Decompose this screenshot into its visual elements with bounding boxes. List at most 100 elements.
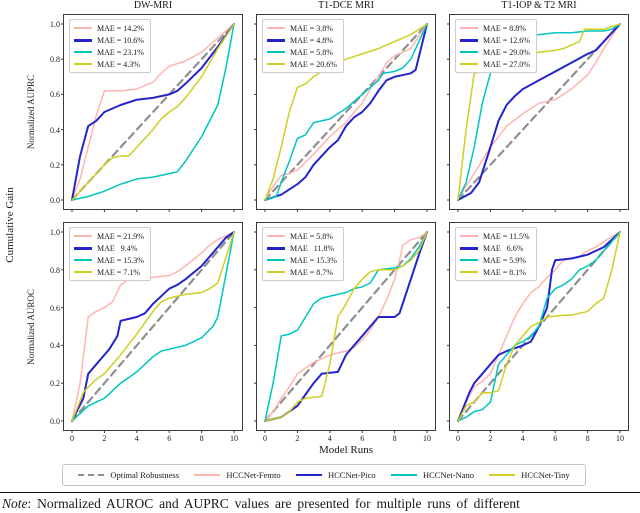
note-prefix: Note [2, 496, 28, 511]
auprc-dw-mri-curves [61, 22, 236, 212]
series-line-optimal-robustness [456, 22, 622, 202]
tiny-line-swatch [460, 63, 478, 65]
mae-value: MAE 9.4% [97, 243, 138, 253]
series-line-hccnet-femto [264, 23, 428, 201]
legend-entry-hccnet-femto: HCCNet-Femto [194, 470, 281, 480]
auroc-t1-dce-curves [254, 230, 429, 433]
y-tick-label: 1.0 [50, 228, 60, 237]
y-tick-label: 0.4 [50, 341, 60, 351]
mae-value: MAE = 8.8% [483, 23, 526, 33]
legend-entry-hccnet-pico: HCCNet-Pico [295, 470, 376, 480]
legend-entry-optimal-robustness: Optimal Robustness [78, 470, 179, 480]
x-tick-label: 0 [263, 434, 267, 443]
mae-value: MAE = 8.7% [290, 267, 333, 277]
y-tick-label: 0.8 [50, 265, 60, 275]
series-line-hccnet-tiny [71, 23, 235, 201]
series-line-hccnet-tiny [71, 231, 235, 422]
legend-row: MAE = 7.1% [74, 266, 144, 278]
tiny-line-swatch [267, 271, 285, 273]
y-tick-label: 1.0 [50, 20, 60, 29]
legend-row: MAE 9.4% [74, 242, 144, 254]
x-tick-label: 4 [134, 434, 139, 443]
tiny-line-swatch [74, 63, 92, 65]
x-tick-label: 2 [102, 434, 107, 443]
mae-value: MAE = 21.9% [97, 231, 144, 241]
y-tick-label: 0.2 [50, 160, 60, 170]
shared-y-axis-label: Cumulative Gain [4, 187, 16, 263]
legend-row: MAE = 5.8% [267, 46, 337, 58]
x-axis-label: Model Runs [318, 444, 374, 456]
y-axis-label-auprc: Normalized AUPRC [26, 74, 36, 150]
mae-value: MAE = 10.6% [97, 35, 144, 45]
femto-line-swatch [460, 235, 478, 237]
note-text: : Normalized AUROC and AUPRC values are … [27, 496, 520, 511]
x-tick-label: 10 [616, 434, 624, 443]
dashed-line-icon [78, 474, 105, 476]
mae-value: MAE 11.8% [290, 243, 335, 253]
x-tick-label: 6 [553, 434, 558, 443]
mae-legend-auroc-t1-iop-t2: MAE = 11.5% MAE 6.6% MAE = 5.9% MAE = 8.… [455, 227, 537, 281]
pico-line-swatch [460, 246, 478, 250]
subplot-auprc-t1-iop-t2: MAE = 8.8% MAE = 12.6% MAE = 29.0% MAE =… [447, 14, 629, 212]
femto-line-swatch [74, 235, 92, 237]
series-line-hccnet-femto [457, 231, 621, 422]
series-line-optimal-robustness [70, 230, 236, 423]
nano-line-swatch [267, 51, 285, 53]
legend-label: HCCNet-Nano [422, 470, 474, 480]
auroc-dw-mri-curves [61, 230, 236, 433]
mae-value: MAE = 4.3% [97, 59, 140, 69]
series-line-hccnet-nano [457, 231, 621, 422]
column-title-dw-mri: DW-MRI [133, 0, 173, 11]
y-tick-label: 0.6 [50, 303, 60, 313]
x-tick-label: 8 [585, 434, 590, 443]
y-tick-label: 0.0 [50, 196, 60, 205]
legend-row: MAE = 12.6% [460, 34, 530, 46]
y-tick-label: 0.8 [50, 55, 60, 65]
mae-legend-auroc-dw-mri: MAE = 21.9% MAE 9.4% MAE = 15.3% MAE = 7… [69, 227, 151, 281]
legend-entry-hccnet-nano: HCCNet-Nano [390, 470, 474, 480]
x-tick-label: 8 [199, 434, 204, 443]
x-tick-label: 4 [520, 434, 525, 443]
series-line-hccnet-pico [71, 23, 235, 201]
series-line-hccnet-nano [264, 23, 428, 201]
legend-row: MAE = 27.0% [460, 58, 530, 70]
mae-value: MAE = 14.2% [97, 23, 144, 33]
mae-value: MAE = 5.9% [483, 255, 526, 265]
mae-value: MAE = 29.0% [483, 47, 530, 57]
nano-line-swatch [267, 259, 285, 261]
legend-row: MAE = 5.9% [460, 254, 530, 266]
legend-row: MAE = 20.6% [267, 58, 337, 70]
series-line-hccnet-pico [457, 23, 621, 201]
legend-label: HCCNet-Tiny [521, 470, 570, 480]
mae-value: MAE = 23.1% [97, 47, 144, 57]
mae-legend-auroc-t1-dce: MAE = 5.8% MAE 11.8% MAE = 15.3% MAE = 8… [262, 227, 344, 281]
series-line-hccnet-femto [71, 23, 235, 201]
legend-row: MAE = 23.1% [74, 46, 144, 58]
legend-entry-hccnet-tiny: HCCNet-Tiny [489, 470, 570, 480]
subplot-auroc-dw-mri: MAE = 21.9% MAE 9.4% MAE = 15.3% MAE = 7… [50, 222, 243, 443]
series-line-hccnet-pico [71, 231, 235, 422]
tiny-line-swatch [267, 63, 285, 65]
x-tick-label: 0 [70, 434, 74, 443]
x-tick-label: 8 [392, 434, 397, 443]
legend-row: MAE = 15.3% [74, 254, 144, 266]
femto-line-swatch [267, 235, 285, 237]
x-tick-label: 4 [327, 434, 332, 443]
mae-value: MAE = 20.6% [290, 59, 337, 69]
pico-line-swatch [460, 38, 478, 42]
series-line-hccnet-pico [264, 23, 428, 201]
y-tick-label: 0.4 [50, 125, 60, 135]
series-line-hccnet-pico [457, 231, 621, 422]
mae-legend-auprc-t1-dce: MAE = 3.8% MAE = 4.8% MAE = 5.8% MAE = 2… [262, 19, 344, 73]
figure-legend: Optimal Robustness HCCNet-Femto HCCNet-P… [62, 464, 586, 486]
mae-value: MAE = 7.1% [97, 267, 140, 277]
nano-line-swatch [460, 259, 478, 261]
series-line-hccnet-tiny [457, 231, 621, 422]
nano-line-swatch [460, 51, 478, 53]
y-tick-label: 0.0 [50, 417, 60, 426]
legend-row: MAE = 11.5% [460, 230, 530, 242]
legend-row: MAE = 5.8% [267, 230, 337, 242]
x-tick-label: 0 [456, 434, 460, 443]
pico-line-swatch [74, 246, 92, 250]
mae-value: MAE = 15.3% [290, 255, 337, 265]
